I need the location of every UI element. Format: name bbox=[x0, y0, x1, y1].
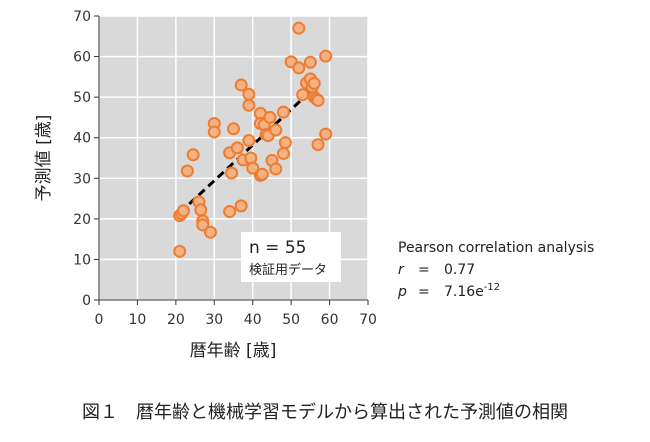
data-point bbox=[223, 205, 237, 219]
data-point bbox=[225, 166, 239, 180]
data-point bbox=[234, 78, 248, 92]
data-point bbox=[227, 122, 240, 136]
y-tick-label: 50 bbox=[73, 90, 91, 106]
x-tick-label: 10 bbox=[129, 312, 147, 328]
stats-p-exponent: -12 bbox=[484, 282, 500, 293]
x-tick-label: 50 bbox=[282, 312, 300, 328]
data-point bbox=[242, 98, 256, 112]
stats-r-label: r bbox=[398, 262, 405, 278]
n-annotation-box bbox=[241, 232, 341, 282]
figure-caption: 図１ 暦年齢と機械学習モデルから算出された予測値の相関 bbox=[82, 402, 568, 423]
data-point bbox=[319, 127, 333, 141]
stats-r-value: 0.77 bbox=[444, 262, 475, 278]
y-tick-label: 10 bbox=[73, 252, 91, 268]
data-point bbox=[278, 136, 292, 150]
y-tick-label: 0 bbox=[82, 293, 91, 309]
x-tick-label: 20 bbox=[167, 312, 185, 328]
data-point bbox=[276, 105, 290, 119]
trendline bbox=[178, 79, 323, 214]
x-tick-label: 0 bbox=[95, 312, 104, 328]
data-point bbox=[242, 134, 256, 148]
x-tick-label: 30 bbox=[205, 312, 223, 328]
n-annotation-count: n = 55 bbox=[249, 238, 306, 258]
y-tick-label: 40 bbox=[73, 131, 91, 147]
stats-p-eq: = bbox=[418, 284, 430, 300]
y-axis-label: 予測値 [歳] bbox=[34, 115, 54, 202]
x-tick-label: 70 bbox=[359, 312, 377, 328]
stats-p-line: p = 7.16e-12 bbox=[397, 282, 500, 300]
data-point bbox=[234, 199, 248, 213]
data-point bbox=[255, 167, 269, 181]
stats-p-value: 7.16e bbox=[444, 284, 484, 300]
data-point bbox=[244, 151, 258, 165]
data-point bbox=[311, 138, 325, 152]
trendline-group bbox=[178, 79, 323, 214]
y-tick-label: 20 bbox=[73, 212, 91, 228]
data-point bbox=[207, 125, 221, 139]
scatter-points bbox=[173, 21, 333, 258]
data-point bbox=[173, 244, 187, 258]
data-point bbox=[180, 164, 194, 178]
data-point bbox=[269, 123, 283, 137]
x-tick-label: 60 bbox=[321, 312, 339, 328]
data-point bbox=[263, 110, 277, 124]
axes: 0 10 20 30 40 50 60 70 0 10 20 30 40 50 60 70 bbox=[73, 9, 377, 328]
data-point bbox=[230, 141, 244, 155]
stats-r-eq: = bbox=[418, 262, 430, 278]
data-point bbox=[319, 49, 333, 63]
data-point bbox=[303, 55, 317, 69]
data-point bbox=[196, 218, 210, 232]
data-point bbox=[203, 225, 217, 239]
y-tick-label: 30 bbox=[73, 171, 91, 187]
data-point bbox=[307, 76, 321, 90]
data-point bbox=[276, 147, 290, 161]
data-point bbox=[296, 88, 310, 102]
data-point bbox=[292, 21, 306, 35]
y-tick-label: 70 bbox=[73, 9, 91, 25]
data-point bbox=[246, 161, 260, 175]
data-point bbox=[311, 93, 325, 107]
y-tick-label: 60 bbox=[73, 50, 91, 66]
stats-r-line: r = 0.77 bbox=[398, 262, 475, 278]
data-point bbox=[269, 162, 283, 176]
n-annotation-subset: 検証用データ bbox=[249, 262, 327, 278]
x-axis-label: 暦年齢 [歳] bbox=[190, 341, 277, 361]
stats-title: Pearson correlation analysis bbox=[398, 240, 594, 256]
data-point bbox=[177, 204, 191, 218]
data-point bbox=[242, 87, 256, 101]
stats-p-label: p bbox=[397, 284, 407, 300]
data-point bbox=[194, 203, 208, 217]
data-point bbox=[186, 148, 200, 162]
data-point bbox=[292, 61, 306, 75]
x-tick-label: 40 bbox=[244, 312, 262, 328]
